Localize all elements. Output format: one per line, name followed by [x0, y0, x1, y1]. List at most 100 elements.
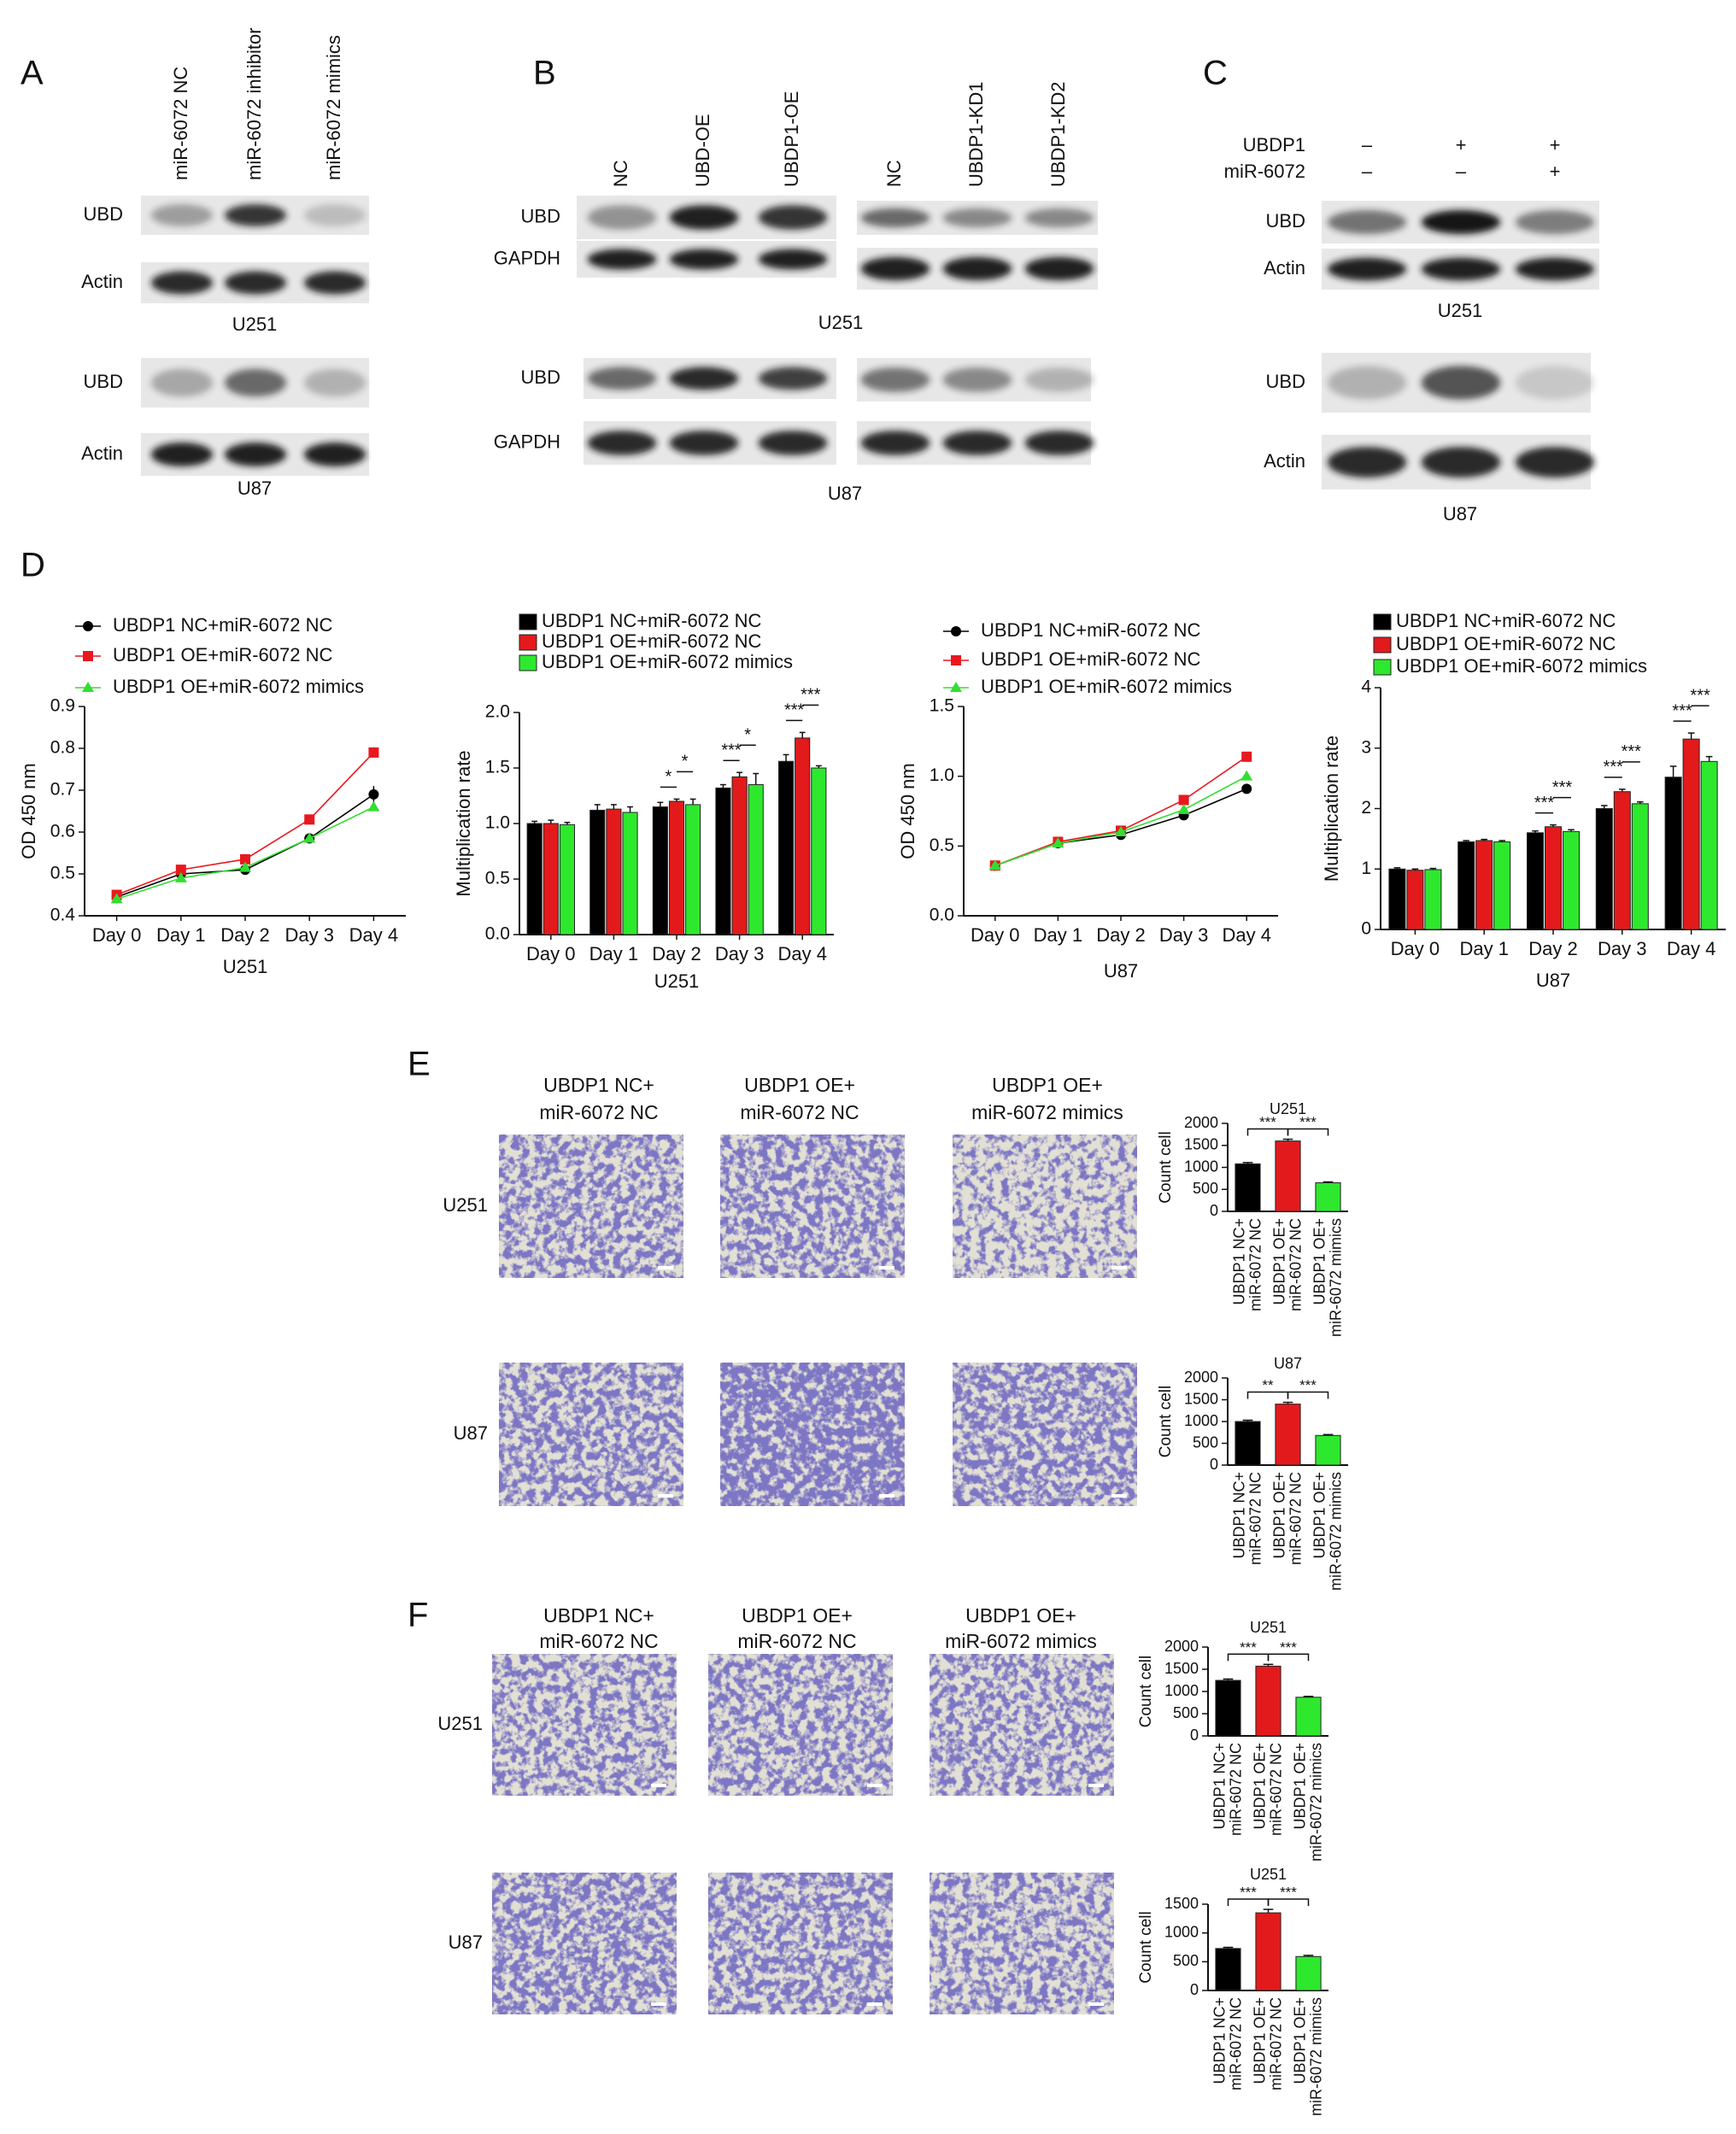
significance-label: *	[666, 768, 672, 787]
micrograph	[930, 1654, 1114, 1796]
significance-label: *	[744, 725, 751, 744]
row-label: U251	[437, 1713, 483, 1734]
blot-band	[303, 443, 367, 466]
y-tick-label: 0	[1190, 1981, 1199, 1998]
bar	[1295, 1955, 1322, 1991]
point	[1178, 794, 1189, 806]
x-tick-label: UBDP1 OE+	[1251, 1997, 1268, 2084]
micrograph	[953, 1134, 1137, 1278]
cell-line-label: U87	[1443, 503, 1477, 525]
blot-band	[942, 256, 1012, 281]
bar	[1406, 870, 1424, 930]
bar	[668, 800, 685, 935]
micrograph	[499, 1363, 683, 1506]
bar	[606, 808, 622, 935]
column-header: miR-6072 NC	[737, 1630, 856, 1652]
blot-row-label: Actin	[1264, 257, 1305, 278]
blot-band	[224, 271, 287, 295]
legend-label: UBDP1 OE+miR-6072 mimics	[113, 676, 364, 697]
condition-mark: +	[1456, 134, 1467, 155]
x-axis-label: U251	[654, 970, 700, 992]
lane-label: UBD-OE	[692, 114, 713, 187]
y-tick-label: 0	[1361, 919, 1371, 939]
y-tick-label: 0.5	[50, 864, 75, 883]
y-tick-label: 1500	[1184, 1136, 1218, 1153]
y-tick-label: 0.7	[50, 780, 75, 800]
y-axis-label: OD 450 nm	[897, 763, 918, 859]
x-tick-label: Day 4	[1667, 938, 1715, 959]
cell-line-label: U251	[232, 314, 278, 335]
legend-label: UBDP1 NC+miR-6072 NC	[981, 619, 1200, 641]
y-tick-label: 1000	[1184, 1158, 1218, 1175]
x-tick-label: miR-6072 NC	[1287, 1472, 1304, 1565]
x-tick-label: Day 3	[1159, 924, 1208, 946]
y-axis-label: Count cell	[1137, 1911, 1155, 1984]
bar	[526, 823, 542, 935]
y-tick-label: 1.0	[485, 813, 510, 833]
blot-band	[758, 366, 828, 390]
bar	[1315, 1434, 1341, 1466]
legend-label: UBDP1 OE+miR-6072 mimics	[1396, 655, 1647, 677]
condition-mark: +	[1550, 161, 1561, 182]
y-tick-label: 1000	[1164, 1923, 1199, 1940]
column-header: UBDP1 OE+	[744, 1074, 855, 1096]
x-tick-label: miR-6072 NC	[1227, 1997, 1244, 2090]
point	[110, 893, 123, 904]
bar	[1235, 1421, 1261, 1466]
lane-label: UBDP1-OE	[781, 91, 802, 187]
legend-label: UBDP1 NC+miR-6072 NC	[542, 610, 761, 631]
lane-label: NC	[610, 160, 631, 187]
lane-label: miR-6072 inhibitor	[243, 27, 265, 180]
y-tick-label: 500	[1173, 1952, 1199, 1969]
x-tick-label: Day 1	[1034, 924, 1082, 946]
x-tick-label: UBDP1 NC+	[1211, 1743, 1228, 1830]
chart-title: U251	[1270, 1100, 1306, 1117]
legend-label: UBDP1 OE+miR-6072 mimics	[542, 651, 793, 672]
panel-letter: C	[1203, 55, 1228, 92]
y-tick-label: 1.5	[930, 696, 954, 716]
blot-band	[669, 249, 739, 270]
significance-label: ***	[801, 686, 821, 705]
condition-mark: +	[1550, 134, 1561, 155]
blot-row-label: GAPDH	[494, 431, 560, 452]
x-tick-label: miR-6072 NC	[1287, 1218, 1304, 1311]
bar	[685, 804, 701, 935]
micrograph	[720, 1363, 905, 1506]
blot-band	[1515, 447, 1595, 478]
blot-band	[1421, 447, 1501, 478]
x-tick-label: Day 0	[92, 924, 141, 946]
y-tick-label: 1000	[1164, 1682, 1199, 1699]
micrograph	[499, 1134, 683, 1278]
y-tick-label: 0.4	[50, 906, 76, 925]
blot-band	[303, 368, 367, 397]
y-tick-label: 1.0	[930, 765, 954, 785]
micrograph	[930, 1873, 1114, 2014]
x-tick-label: miR-6072 mimics	[1307, 1997, 1324, 2116]
x-axis-label: U87	[1536, 970, 1570, 991]
y-tick-label: 0.5	[485, 869, 510, 888]
x-tick-label: Day 3	[1598, 938, 1646, 959]
legend-marker	[951, 626, 961, 636]
legend-swatch	[1373, 636, 1392, 654]
point	[1241, 751, 1252, 762]
y-tick-label: 1000	[1184, 1412, 1218, 1429]
bar	[1215, 1680, 1241, 1737]
bar	[1388, 868, 1406, 930]
significance-label: ***	[1280, 1639, 1297, 1656]
blot-band	[758, 205, 828, 230]
column-header: miR-6072 mimics	[945, 1630, 1097, 1652]
bar	[1424, 869, 1442, 930]
scale-bar	[867, 1784, 883, 1787]
series-line	[994, 775, 1247, 866]
panel-letter: B	[533, 55, 556, 92]
column-header: UBDP1 NC+	[543, 1074, 654, 1096]
column-header: UBDP1 OE+	[992, 1074, 1103, 1096]
blot-band	[303, 271, 367, 295]
blot-row-label: Actin	[81, 443, 123, 464]
blot-band	[1421, 257, 1501, 281]
y-tick-label: 0	[1210, 1456, 1218, 1473]
blot-band	[1024, 208, 1094, 228]
x-tick-label: Day 2	[652, 943, 701, 964]
point	[240, 853, 250, 865]
